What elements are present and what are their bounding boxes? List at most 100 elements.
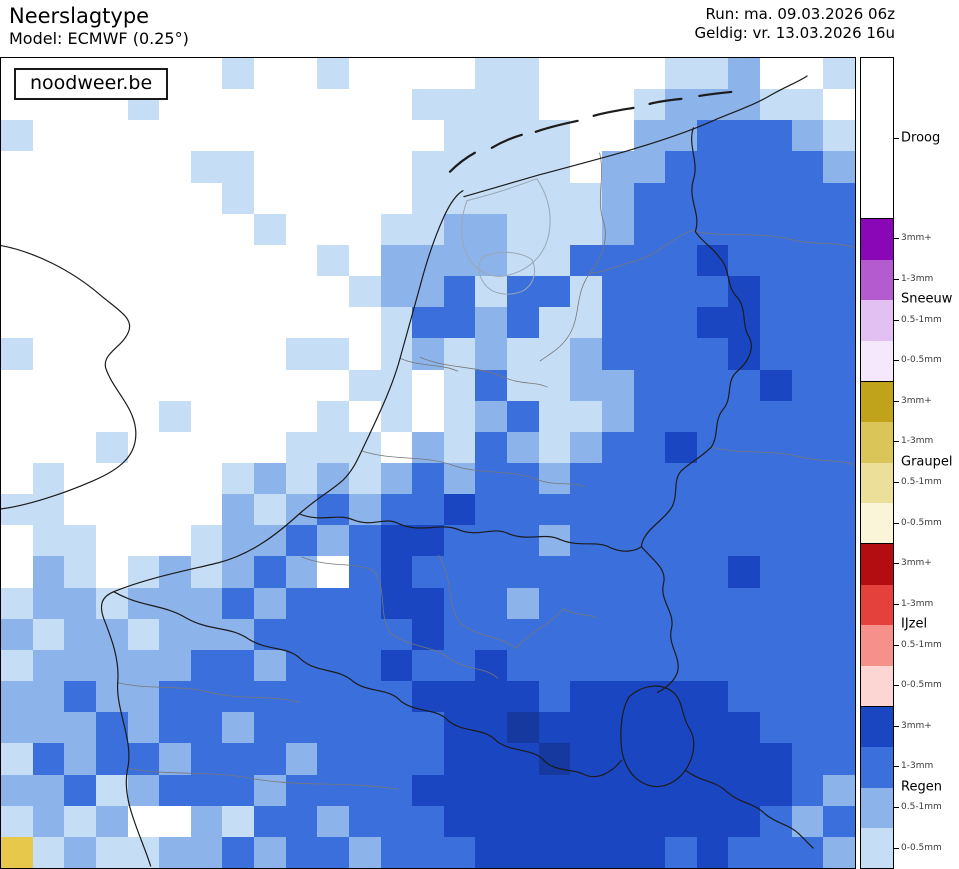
precip-cell [285, 494, 318, 526]
precip-cell [1, 120, 33, 152]
legend-band [861, 259, 893, 301]
precip-cell [32, 400, 65, 432]
precip-cell [64, 151, 96, 183]
precip-cell [95, 369, 128, 401]
precip-cell [222, 89, 255, 121]
precip-cell [507, 120, 539, 152]
precip-cell [601, 774, 634, 806]
precip-cell [95, 649, 128, 682]
precip-cell [159, 649, 191, 682]
precip-cell [380, 151, 413, 183]
legend-amount-label: 0.5-1mm [901, 802, 942, 812]
precip-cell [823, 244, 855, 277]
precip-cell [696, 681, 729, 713]
precip-cell [538, 307, 571, 339]
precip-cell [443, 120, 476, 152]
precip-cell [665, 587, 697, 619]
precip-cell [95, 151, 128, 183]
precip-cell [791, 276, 824, 308]
precip-cell [696, 805, 729, 837]
precip-cell [507, 743, 539, 775]
precip-cell [538, 556, 571, 588]
precip-cell [696, 712, 729, 744]
precip-cell [633, 120, 666, 152]
precip-cell [159, 774, 191, 806]
run-label: Run: ma. 09.03.2026 06z [705, 5, 895, 23]
precip-cell [32, 307, 65, 339]
precip-cell [285, 369, 318, 401]
precip-cell [380, 463, 413, 495]
precip-cell [412, 307, 444, 339]
precip-cell [760, 276, 792, 308]
precip-cell [665, 494, 697, 526]
precip-cell [127, 244, 160, 277]
precip-cell [633, 244, 666, 277]
precip-cell [222, 463, 255, 495]
precip-cell [64, 836, 96, 868]
precip-cell [538, 774, 571, 806]
precip-cell [791, 307, 824, 339]
precip-cell [475, 774, 508, 806]
precip-cell [254, 649, 286, 682]
header-left: Neerslagtype Model: ECMWF (0.25°) [9, 3, 189, 49]
precip-cell [728, 58, 761, 90]
precip-cell [538, 89, 571, 121]
precip-cell [665, 400, 697, 432]
precip-cell [1, 463, 33, 495]
precip-cell [159, 400, 191, 432]
precip-cell [412, 836, 444, 868]
precip-cell [32, 774, 65, 806]
precip-cell [475, 151, 508, 183]
precip-cell [254, 58, 286, 90]
precip-cell [348, 463, 381, 495]
precip-cell [380, 774, 413, 806]
precip-cell [443, 431, 476, 463]
precip-cell [285, 743, 318, 775]
precip-cell [254, 618, 286, 650]
precip-cell [633, 712, 666, 744]
legend-tick [894, 645, 899, 646]
precip-cell [127, 213, 160, 245]
precip-cell [222, 494, 255, 526]
precip-cell [285, 213, 318, 245]
precip-cell [380, 431, 413, 463]
precip-cell [254, 400, 286, 432]
precip-cell [412, 369, 444, 401]
precip-cell [317, 276, 349, 308]
precip-cell [791, 556, 824, 588]
precip-cell [348, 338, 381, 370]
precip-cell [570, 400, 602, 432]
precip-cell [570, 307, 602, 339]
precip-cell [665, 649, 697, 682]
legend-section-ijzel [861, 543, 893, 707]
legend-amount-label: 3mm+ [901, 233, 932, 243]
precip-cell [823, 182, 855, 214]
precip-cell [633, 836, 666, 868]
precip-cell [285, 244, 318, 277]
precip-cell [348, 649, 381, 682]
precip-cell [64, 244, 96, 277]
precip-cell [412, 89, 444, 121]
precip-cell [1, 587, 33, 619]
precip-cell [190, 587, 223, 619]
precip-cell [222, 712, 255, 744]
precip-cell [159, 743, 191, 775]
precip-cell [633, 618, 666, 650]
precip-cell [95, 182, 128, 214]
precip-cell [760, 774, 792, 806]
precip-cell [760, 307, 792, 339]
precip-cell [1, 712, 33, 744]
precip-cell [601, 244, 634, 277]
precip-cell [507, 276, 539, 308]
precip-cell [254, 89, 286, 121]
precip-cell [254, 805, 286, 837]
precip-cell [380, 836, 413, 868]
precip-cell [190, 89, 223, 121]
precip-cell [665, 618, 697, 650]
precip-cell [222, 244, 255, 277]
precip-map: noodweer.be [0, 57, 856, 869]
precip-cell [791, 587, 824, 619]
precip-cell [412, 649, 444, 682]
precip-cell [696, 369, 729, 401]
precip-cell [285, 276, 318, 308]
